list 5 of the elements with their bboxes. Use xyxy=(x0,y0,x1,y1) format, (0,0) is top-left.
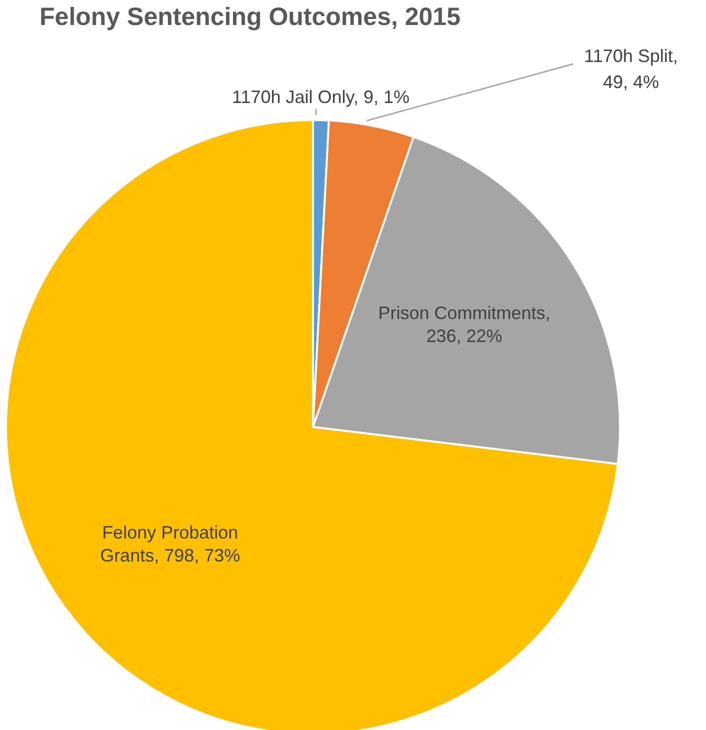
slice-label: Prison Commitments, 236, 22% xyxy=(378,302,550,346)
slice-label: 1170h Split, 49, 4% xyxy=(584,46,678,92)
slice-label: Felony Probation Grants, 798, 73% xyxy=(100,522,240,566)
slice-label: 1170h Jail Only, 9, 1% xyxy=(232,87,410,107)
chart-title: Felony Sentencing Outcomes, 2015 xyxy=(38,2,462,33)
